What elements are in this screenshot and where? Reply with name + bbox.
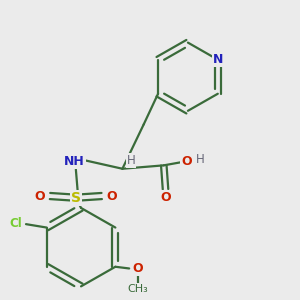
Text: CH₃: CH₃ <box>128 284 148 294</box>
Text: NH: NH <box>64 155 85 168</box>
Text: O: O <box>133 262 143 275</box>
Text: N: N <box>213 53 223 66</box>
Text: O: O <box>107 190 117 202</box>
Text: O: O <box>160 191 171 204</box>
Text: O: O <box>34 190 45 202</box>
Text: O: O <box>181 155 191 168</box>
Text: S: S <box>71 191 81 205</box>
Text: H: H <box>127 154 135 167</box>
Text: Cl: Cl <box>9 217 22 230</box>
Text: H: H <box>196 153 204 166</box>
